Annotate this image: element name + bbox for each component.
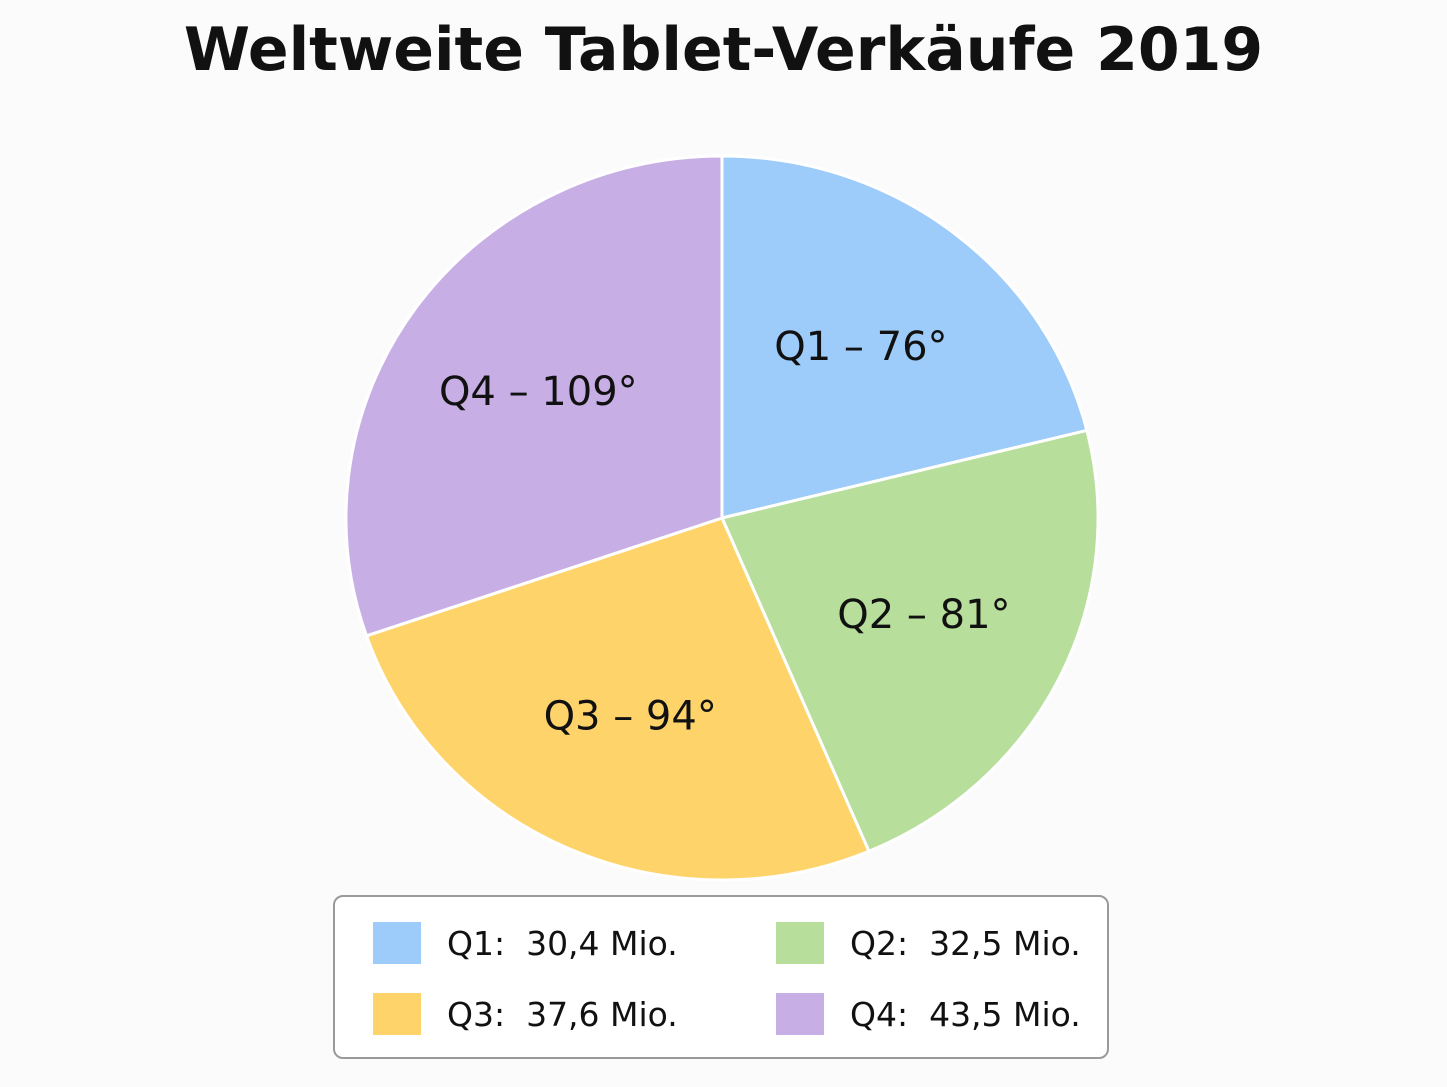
pie-slice-q4	[344, 154, 724, 638]
pie-slice-q2	[720, 428, 1100, 853]
legend-swatch-q4	[776, 993, 824, 1035]
legend-item-q1: Q1: 30,4 Mio.	[373, 921, 678, 965]
legend-swatch-q2	[776, 922, 824, 964]
slice-label-q1: Q1 – 76°	[774, 324, 947, 370]
chart-title: Weltweite Tablet-Verkäufe 2019	[183, 15, 1264, 85]
legend-swatch-q1	[373, 922, 421, 964]
legend-item-q4: Q4: 43,5 Mio.	[776, 992, 1081, 1036]
slice-label-q4: Q4 – 109°	[439, 369, 638, 415]
legend-item-q3: Q3: 37,6 Mio.	[373, 992, 678, 1036]
pie-slice-q1	[720, 154, 1089, 520]
slice-label-q2: Q2 – 81°	[837, 592, 1010, 638]
legend-label-q4: Q4: 43,5 Mio.	[850, 994, 1081, 1034]
legend-label-q3: Q3: 37,6 Mio.	[447, 994, 678, 1034]
legend: Q1: 30,4 Mio. Q2: 32,5 Mio. Q3: 37,6 Mio. Q…	[333, 895, 1109, 1059]
legend-label-q1: Q1: 30,4 Mio.	[447, 923, 678, 963]
legend-swatch-q3	[373, 993, 421, 1035]
legend-label-q2: Q2: 32,5 Mio.	[850, 923, 1081, 963]
pie-slice-q3	[364, 516, 871, 882]
legend-item-q2: Q2: 32,5 Mio.	[776, 921, 1081, 965]
slice-label-q3: Q3 – 94°	[544, 693, 717, 739]
